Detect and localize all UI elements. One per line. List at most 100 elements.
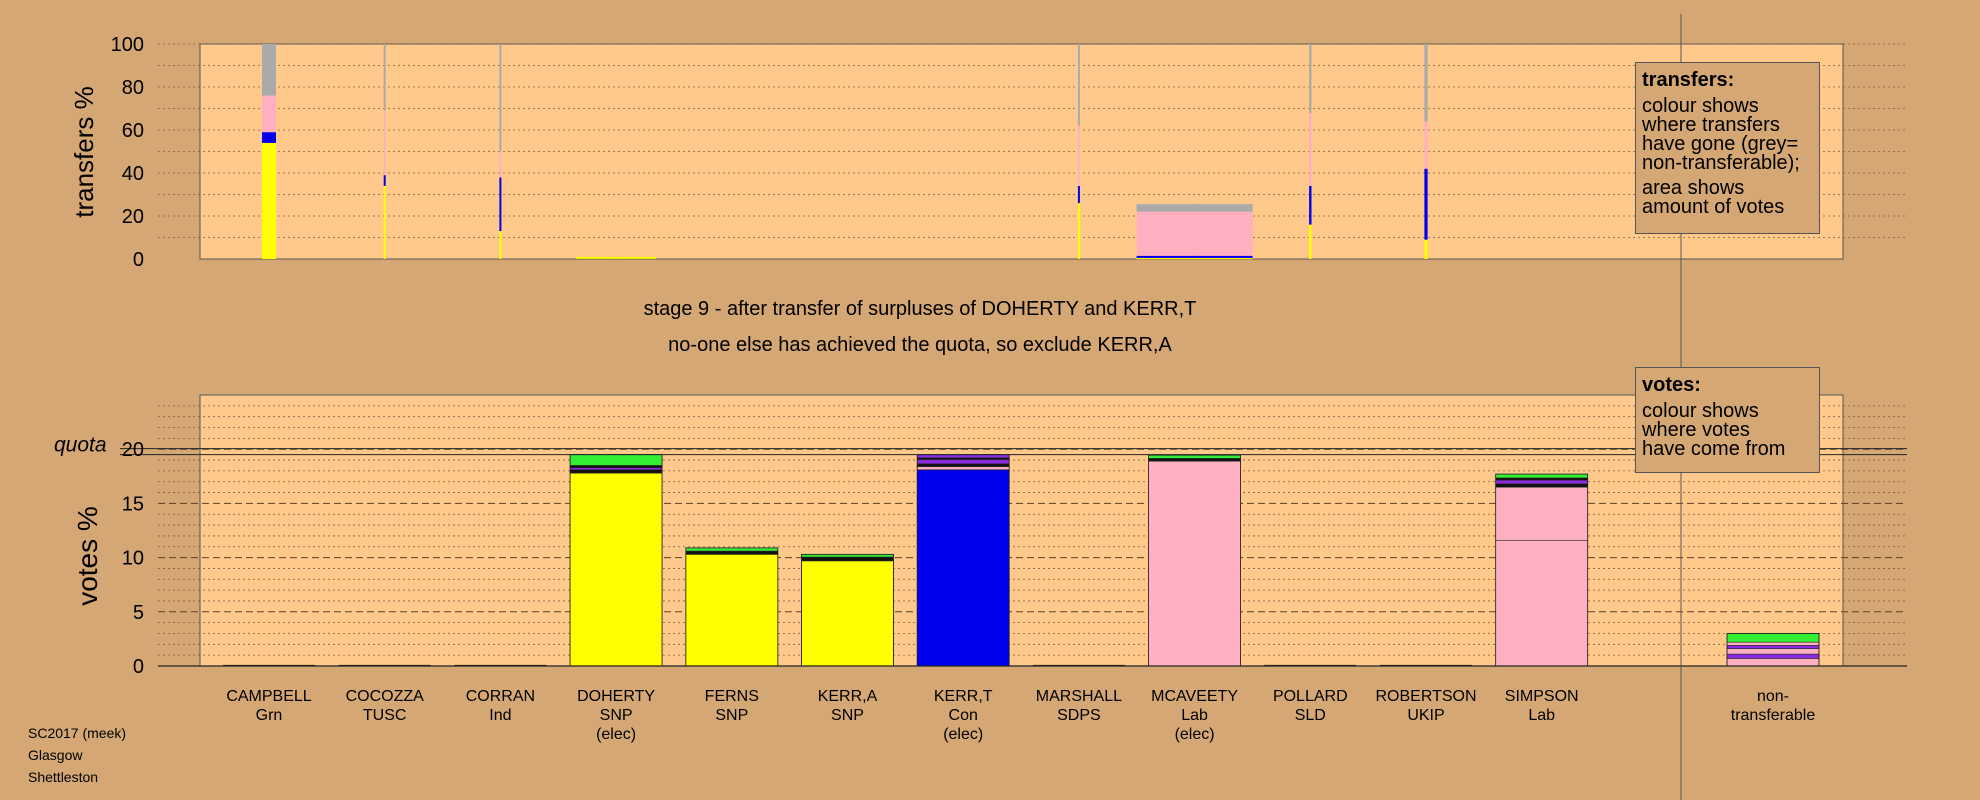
vote-segment-kerr-a (801, 556, 894, 562)
transfer-segment-marshall (1077, 185, 1080, 204)
vote-segment-kerr-a (801, 554, 894, 558)
votes-legend: votes: colour shows where votes have com… (1635, 367, 1820, 473)
candidate-label-doherty: DOHERTY (577, 688, 655, 705)
candidate-label-robertson: UKIP (1407, 707, 1444, 724)
candidate-label-doherty: SNP (600, 707, 633, 724)
stage-caption-line1: stage 9 - after transfer of surpluses of… (643, 298, 1197, 320)
transfer-segment-robertson (1424, 168, 1428, 240)
vote-segment-non-transferable (1726, 658, 1820, 667)
vote-segment-simpson (1495, 483, 1588, 488)
candidate-label-kerr-a: KERR,A (818, 688, 878, 705)
transfer-segment-robertson (1424, 239, 1428, 259)
nontransferable-label: non- (1757, 688, 1789, 705)
candidate-label-cocozza: TUSC (363, 707, 407, 724)
votes-tick-label: 15 (122, 493, 144, 515)
stage-caption-line2: no-one else has achieved the quota, so e… (668, 334, 1172, 356)
transfer-segment-wide-mcaveety (1136, 257, 1253, 260)
source-line-3: Shettleston (28, 769, 99, 785)
vote-segment-kerr-t (916, 469, 1010, 667)
candidate-label-doherty: (elec) (596, 726, 636, 743)
transfer-segment-cocozza (383, 175, 386, 186)
transfer-segment-cocozza (383, 44, 386, 111)
transfer-segment-campbell (262, 142, 276, 259)
candidate-label-marshall: SDPS (1057, 707, 1101, 724)
candidate-label-mcaveety: (elec) (1175, 726, 1215, 743)
candidate-label-corran: CORRAN (466, 688, 535, 705)
vote-segment-simpson (1495, 539, 1588, 667)
transfers-legend-title: transfers: (1642, 69, 1735, 91)
transfer-segment-marshall (1077, 44, 1080, 126)
candidate-label-kerr-a: SNP (831, 707, 864, 724)
votes-plot-area (199, 394, 1844, 667)
vote-segment-doherty (569, 469, 663, 474)
transfers-legend-text-1: colour shows where transfers have gone (… (1642, 95, 1800, 174)
vote-segment-non-transferable (1726, 633, 1820, 643)
candidate-label-ferns: SNP (715, 707, 748, 724)
vote-segment-mcaveety (1148, 460, 1241, 667)
transfer-segment-corran (499, 44, 502, 152)
transfers-tick-label: 80 (122, 77, 144, 99)
votes-tick-label: 0 (133, 656, 144, 678)
votes-legend-text: colour shows where votes have come from (1642, 400, 1786, 460)
vote-segment-kerr-a (801, 560, 894, 667)
votes-tick-label: 5 (133, 602, 144, 624)
transfer-segment-marshall (1077, 203, 1080, 259)
source-line-2: Glasgow (28, 747, 83, 763)
vote-segment-ferns (685, 550, 779, 555)
votes-tick-label: 20 (122, 439, 144, 461)
vote-segment-doherty (569, 467, 663, 471)
transfers-tick-label: 100 (111, 34, 144, 56)
vote-segment-mcaveety (1148, 458, 1241, 462)
candidate-label-pollard: SLD (1295, 707, 1326, 724)
transfers-axis-title: transfers % (69, 86, 99, 218)
vote-segment-doherty (569, 465, 663, 468)
vote-segment-simpson (1495, 477, 1588, 481)
transfer-segment-cocozza (383, 110, 386, 176)
vote-segment-doherty (569, 472, 663, 667)
transfers-tick-label: 0 (133, 249, 144, 271)
transfer-segment-pollard (1309, 224, 1312, 259)
vote-segment-non-transferable (1726, 645, 1820, 649)
transfer-segment-campbell (262, 44, 276, 96)
votes-legend-title: votes: (1642, 374, 1701, 396)
transfers-legend: transfers: colour shows where transfers … (1635, 62, 1820, 234)
transfers-tick-label: 60 (122, 120, 144, 142)
transfer-segment-wide-doherty (576, 256, 657, 259)
candidate-label-campbell: Grn (256, 707, 283, 724)
vote-segment-kerr-t (916, 463, 1010, 467)
transfers-tick-label: 40 (122, 163, 144, 185)
transfers-tick-label: 20 (122, 206, 144, 228)
candidate-label-campbell: CAMPBELL (226, 688, 311, 705)
transfer-segment-wide-mcaveety (1136, 204, 1253, 212)
candidate-label-ferns: FERNS (705, 688, 759, 705)
vote-segment-mcaveety (1148, 454, 1241, 459)
transfer-segment-cocozza (383, 185, 386, 259)
transfer-segment-campbell (262, 132, 276, 143)
quota-label: quota (54, 434, 107, 457)
vote-segment-non-transferable (1726, 641, 1820, 646)
vote-segment-doherty (569, 454, 663, 466)
transfer-segment-pollard (1309, 185, 1312, 225)
vote-segment-simpson (1495, 473, 1588, 479)
candidate-label-simpson: Lab (1528, 707, 1555, 724)
candidate-label-pollard: POLLARD (1273, 688, 1348, 705)
vote-segment-simpson (1495, 479, 1588, 485)
vote-segment-kerr-t (916, 459, 1010, 465)
transfer-segment-pollard (1309, 44, 1312, 113)
transfer-segment-corran (499, 231, 502, 259)
candidate-label-robertson: ROBERTSON (1375, 688, 1476, 705)
candidate-label-kerr-t: (elec) (943, 726, 983, 743)
transfer-segment-corran (499, 177, 502, 232)
candidate-label-simpson: SIMPSON (1505, 688, 1579, 705)
candidate-label-corran: Ind (489, 707, 511, 724)
transfer-segment-wide-mcaveety (1136, 211, 1253, 256)
votes-tick-label: 10 (122, 548, 144, 570)
vote-segment-simpson (1495, 486, 1588, 541)
vote-segment-ferns (685, 554, 779, 667)
vote-segment-kerr-t (916, 466, 1010, 471)
transfer-segment-pollard (1309, 112, 1312, 186)
transfer-segment-marshall (1077, 125, 1080, 186)
transfer-segment-campbell (262, 95, 276, 133)
candidate-label-marshall: MARSHALL (1036, 688, 1122, 705)
vote-segment-ferns (685, 547, 779, 552)
